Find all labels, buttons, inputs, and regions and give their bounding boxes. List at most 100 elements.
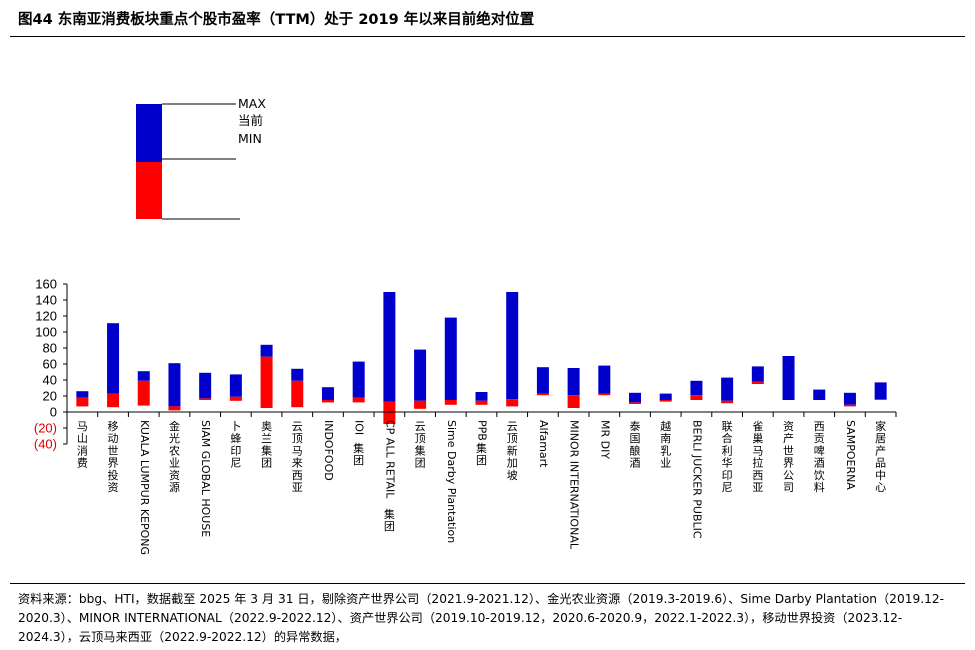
category-label-char: 顶: [507, 432, 518, 445]
bar-upper-segment: [598, 365, 611, 394]
y-tick-label: 100: [35, 325, 57, 340]
category-label-part: SIAM GLOBAL HOUSE: [199, 420, 212, 537]
category-label-char: 集: [261, 443, 272, 457]
category-label-char: 乳: [660, 444, 671, 457]
bar-upper-segment: [813, 389, 826, 400]
category-label-char: 越: [660, 419, 671, 433]
category-label-char: 产: [875, 443, 886, 457]
category-label-char: 酿: [630, 443, 641, 457]
category-label-char: 马: [77, 420, 88, 433]
category-label: IOI 集团: [353, 420, 366, 467]
legend-max-label: MAX: [238, 96, 266, 111]
bar-lower-segment: [751, 381, 764, 384]
bar-lower-segment: [659, 400, 672, 402]
bar-upper-segment: [567, 368, 580, 396]
y-tick-label: 60: [43, 357, 57, 372]
category-label-char: 品: [875, 457, 886, 470]
category-label-char: 尼: [722, 481, 733, 494]
category-label-char: 山: [77, 432, 88, 445]
bar-lower-segment: [874, 399, 887, 400]
bar-lower-segment: [414, 400, 427, 409]
category-label-part: Sime Darby Plantation: [445, 420, 458, 543]
category-label-char: 饮: [814, 469, 825, 482]
bar-upper-segment: [721, 377, 734, 401]
source-divider: [10, 583, 965, 584]
bar-lower-segment: [260, 356, 273, 408]
bar-upper-segment: [199, 372, 212, 399]
bar-lower-segment: [506, 399, 519, 407]
category-label-part: MR DIY: [598, 420, 611, 459]
category-label-char: 资: [783, 420, 794, 433]
category-label-char: 业: [660, 457, 671, 470]
category-label-char: 云: [507, 420, 518, 433]
category-label-part: BERLI JUCKER PUBLIC: [690, 420, 703, 539]
bar-lower-segment: [199, 398, 212, 400]
category-label-char: 费: [77, 457, 88, 470]
bar-upper-segment: [506, 292, 519, 400]
category-label-part: IOI: [353, 420, 366, 435]
category-label-char: 西: [814, 420, 825, 433]
category-label-char: 集: [353, 441, 364, 455]
category-label-char: 源: [169, 480, 180, 494]
bar-lower-segment: [107, 393, 120, 408]
category-label: KUALA LUMPUR KEPONG: [138, 420, 151, 555]
legend-lower-swatch: [136, 162, 162, 219]
bar-upper-segment: [475, 392, 488, 401]
bar-upper-segment: [414, 349, 427, 401]
category-label: SIAM GLOBAL HOUSE: [199, 420, 212, 537]
bar-upper-segment: [76, 391, 89, 398]
bar-lower-segment: [76, 397, 89, 407]
category-label-char: 马: [292, 444, 303, 457]
bar-lower-segment: [137, 380, 150, 406]
category-label-char: 资: [169, 469, 180, 482]
category-label-char: 合: [722, 431, 733, 445]
category-label-char: 拉: [752, 456, 763, 470]
category-label-char: 公: [783, 469, 794, 482]
bar-lower-segment: [352, 397, 365, 403]
title-divider: [10, 36, 965, 37]
category-label-char: 联: [722, 420, 733, 433]
y-tick-label: 140: [35, 293, 57, 308]
category-label: INDOFOOD: [322, 420, 335, 481]
category-label-char: 西: [292, 469, 303, 482]
category-label-char: 团: [353, 454, 364, 467]
category-label-char: 啤: [814, 443, 825, 457]
bar-group: [76, 292, 887, 424]
category-label-part: INDOFOOD: [322, 420, 335, 481]
bar-lower-segment: [321, 400, 334, 403]
category-label-char: 世: [108, 444, 119, 457]
category-label-char: 司: [783, 481, 794, 494]
bar-lower-segment: [444, 400, 457, 405]
y-tick-label: 120: [35, 309, 57, 324]
bar-lower-segment: [475, 400, 488, 405]
category-label-char: 光: [169, 431, 180, 445]
category-label: Sime Darby Plantation: [445, 420, 458, 543]
category-label-char: 界: [783, 457, 794, 470]
category-label-char: 集: [476, 441, 487, 455]
category-label-char: 界: [108, 457, 119, 470]
category-label-char: 马: [752, 444, 763, 457]
legend-min-label: MIN: [238, 131, 262, 146]
category-label-char: 料: [814, 480, 825, 494]
y-tick-label: 80: [43, 341, 57, 356]
category-label: SAMPOERNA: [844, 420, 857, 490]
category-label-char: 农: [169, 443, 180, 457]
category-label-char: 兰: [261, 432, 272, 445]
category-label-char: 投: [108, 468, 119, 482]
bar-lower-segment: [690, 395, 703, 400]
category-label: MR DIY: [598, 420, 611, 459]
bar-lower-segment: [567, 395, 580, 408]
category-label-char: 顶: [292, 432, 303, 445]
category-label: 云顶马来西亚: [292, 420, 303, 494]
category-label-char: 云: [415, 420, 426, 433]
bar-upper-segment: [107, 323, 120, 394]
category-label-char: 心: [875, 481, 886, 494]
